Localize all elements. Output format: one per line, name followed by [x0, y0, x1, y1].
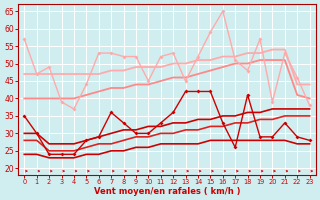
X-axis label: Vent moyen/en rafales ( km/h ): Vent moyen/en rafales ( km/h ) [94, 187, 240, 196]
